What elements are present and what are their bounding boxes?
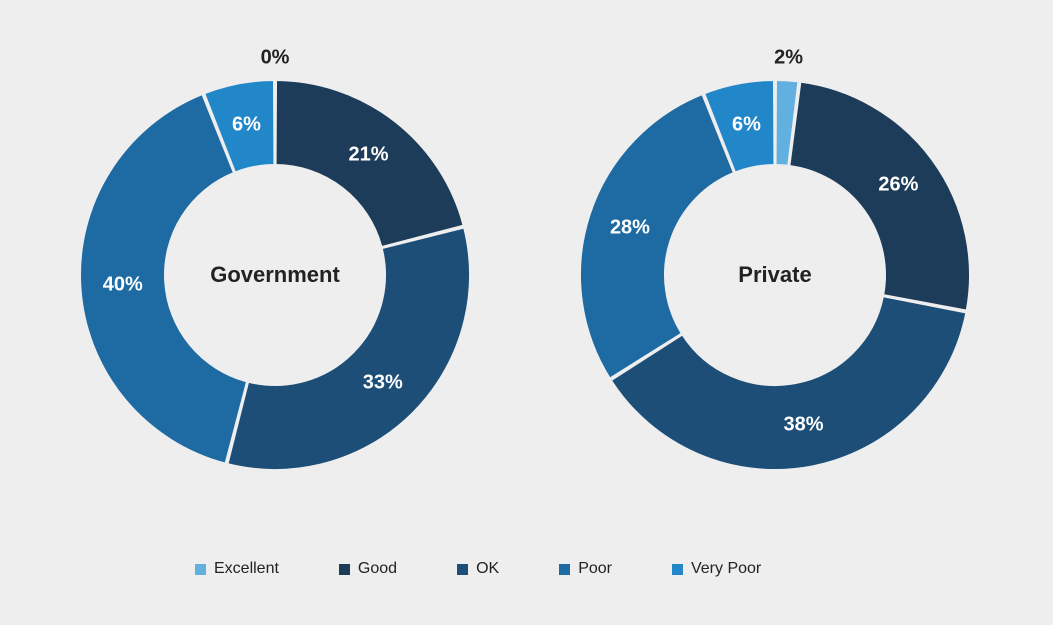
legend-item: OK (457, 560, 499, 578)
legend-label: OK (476, 560, 499, 578)
legend-swatch (339, 564, 350, 575)
legend-swatch (559, 564, 570, 575)
chart-title: Government (210, 262, 340, 288)
donut-charts-svg (0, 0, 1053, 625)
chart-canvas: 0% 21% 33% 40% 6% Government 2% 26% 38% 28% 6% Priv… (0, 0, 1053, 625)
slice-label: 33% (363, 371, 403, 394)
slice-label: 21% (348, 143, 388, 166)
slice-label: 6% (232, 114, 261, 137)
legend-label: Good (358, 560, 397, 578)
legend-swatch (195, 564, 206, 575)
legend-item: Excellent (195, 560, 279, 578)
slice-label: 2% (774, 47, 803, 70)
slice-label: 26% (878, 174, 918, 197)
slice-label: 38% (784, 413, 824, 436)
legend-item: Very Poor (672, 560, 761, 578)
legend-swatch (672, 564, 683, 575)
slice-label: 6% (732, 114, 761, 137)
legend-label: Poor (578, 560, 612, 578)
legend-item: Poor (559, 560, 612, 578)
chart-title: Private (738, 262, 811, 288)
slice-label: 0% (261, 47, 290, 70)
slice-label: 28% (610, 216, 650, 239)
slice-label: 40% (103, 273, 143, 296)
legend-label: Very Poor (691, 560, 761, 578)
legend: Excellent Good OK Poor Very Poor (195, 560, 761, 578)
legend-item: Good (339, 560, 397, 578)
legend-label: Excellent (214, 560, 279, 578)
legend-swatch (457, 564, 468, 575)
